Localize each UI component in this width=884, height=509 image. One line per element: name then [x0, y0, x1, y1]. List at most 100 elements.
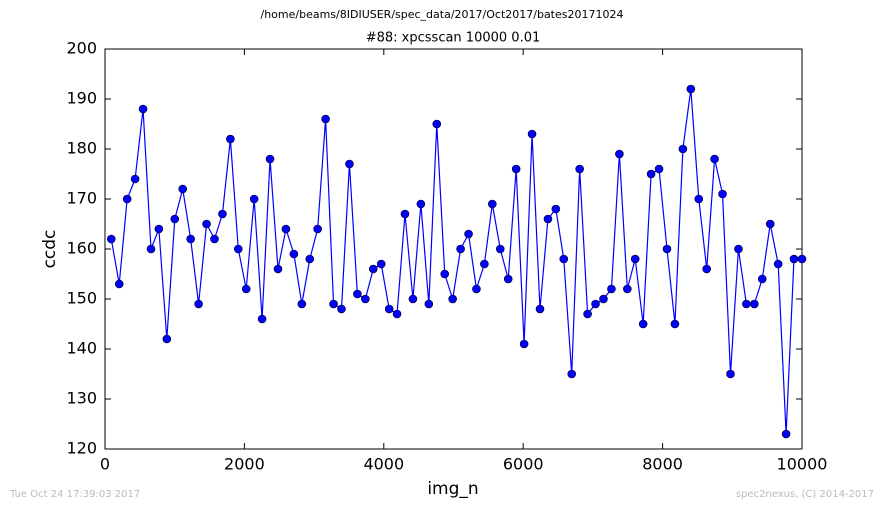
x-tick-label: 0 — [100, 455, 110, 474]
data-point — [233, 244, 243, 254]
data-point — [654, 164, 664, 174]
data-point — [583, 309, 592, 319]
data-point — [130, 174, 140, 184]
y-tick-label: 120 — [66, 439, 97, 458]
data-point — [686, 84, 696, 94]
data-point — [424, 299, 434, 309]
y-tick-label: 190 — [66, 89, 97, 108]
data-point — [329, 299, 338, 309]
data-point — [313, 224, 322, 234]
data-point — [646, 169, 656, 179]
data-point — [154, 224, 164, 234]
data-point — [361, 294, 370, 304]
data-point — [392, 309, 402, 319]
data-point — [408, 294, 418, 304]
suptitle: /home/beams/8IDIUSER/spec_data/2017/Oct2… — [261, 8, 624, 21]
data-point — [472, 284, 481, 294]
data-point — [138, 104, 148, 114]
data-point — [106, 234, 116, 244]
y-tick-label: 200 — [66, 39, 97, 58]
data-point — [265, 154, 275, 164]
data-point — [305, 254, 315, 264]
data-point — [297, 299, 307, 309]
data-point — [670, 319, 680, 329]
data-point — [742, 299, 751, 309]
footer-right: spec2nexus, (C) 2014-2017 — [736, 489, 874, 500]
data-point — [376, 259, 386, 269]
y-tick-label: 170 — [66, 189, 97, 208]
data-point — [607, 284, 616, 294]
data-point — [432, 119, 442, 129]
data-point — [122, 194, 132, 204]
data-point — [750, 299, 759, 309]
data-point — [448, 294, 457, 304]
data-point — [615, 149, 624, 159]
x-tick-label: 8000 — [642, 455, 683, 474]
data-point — [210, 234, 219, 244]
data-point — [353, 289, 362, 299]
chart-title: #88: xpcsscan 10000 0.01 — [366, 31, 541, 46]
data-point — [384, 304, 394, 314]
data-point — [194, 299, 203, 309]
data-point — [575, 164, 584, 174]
data-point — [543, 214, 553, 224]
data-point — [337, 304, 346, 314]
data-point — [456, 244, 465, 254]
data-point — [797, 254, 807, 264]
data-point — [591, 299, 600, 309]
data-point — [289, 249, 299, 259]
data-line — [110, 88, 802, 435]
data-point — [734, 244, 743, 254]
y-tick-label: 130 — [66, 389, 97, 408]
data-point — [249, 194, 259, 204]
data-point — [400, 209, 410, 219]
data-point — [345, 159, 354, 169]
data-point — [368, 264, 378, 274]
data-point — [535, 304, 545, 314]
data-point — [623, 284, 632, 294]
data-point — [162, 334, 172, 344]
y-tick-label: 160 — [66, 239, 97, 258]
data-point — [464, 229, 473, 239]
x-tick-label: 4000 — [363, 455, 404, 474]
data-point — [662, 244, 672, 254]
y-axis-label: ccdc — [40, 230, 60, 269]
data-point — [551, 204, 561, 214]
data-point — [765, 219, 775, 229]
data-point — [202, 219, 211, 229]
plot-frame — [104, 48, 803, 450]
data-point — [488, 199, 497, 209]
y-tick-label: 140 — [66, 339, 97, 358]
x-axis-label: img_n — [427, 479, 478, 499]
data-point — [773, 259, 783, 269]
data-point — [527, 129, 537, 139]
data-point — [694, 194, 704, 204]
data-point — [416, 199, 426, 209]
x-tick-label: 10000 — [777, 455, 828, 474]
data-point — [257, 314, 267, 324]
data-point — [321, 114, 330, 124]
data-point — [519, 339, 529, 349]
data-point — [511, 164, 521, 174]
data-point — [114, 279, 124, 289]
data-point — [170, 214, 180, 224]
data-point — [281, 224, 291, 234]
data-point — [710, 154, 719, 164]
data-point — [559, 254, 569, 264]
data-point — [480, 259, 489, 269]
data-point — [789, 254, 799, 264]
data-point — [630, 254, 640, 264]
data-point — [678, 144, 688, 154]
data-point — [726, 369, 735, 379]
data-point — [218, 209, 227, 219]
data-point — [757, 274, 767, 284]
data-point — [599, 294, 608, 304]
data-point — [146, 244, 156, 254]
data-point — [226, 134, 235, 144]
y-tick-label: 150 — [66, 289, 97, 308]
data-point — [638, 319, 648, 329]
data-point — [718, 189, 727, 199]
data-point — [273, 264, 283, 274]
data-point — [495, 244, 505, 254]
